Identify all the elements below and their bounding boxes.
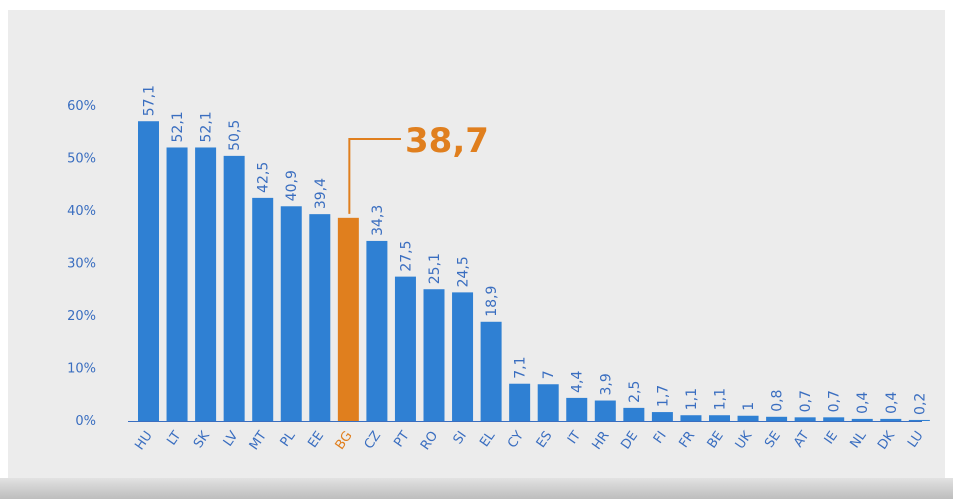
y-tick-label: 20% [67, 309, 96, 324]
value-label: 0,4 [855, 392, 871, 414]
bar-bg [337, 217, 359, 421]
bar-lv [223, 155, 245, 421]
x-tick-label: AT [791, 429, 812, 451]
bar-it [566, 397, 588, 421]
value-label: 24,5 [456, 256, 472, 287]
bar-ee [309, 214, 331, 421]
bar-mt [252, 197, 274, 421]
value-label: 2,5 [627, 381, 643, 403]
bar-uk [737, 415, 759, 421]
x-tick-label: PT [391, 429, 412, 451]
y-tick-label: 40% [67, 204, 96, 219]
bar-dk [880, 418, 902, 421]
value-label: 40,9 [284, 170, 300, 201]
x-tick-label: LU [905, 429, 927, 451]
bottom-shade [0, 478, 953, 499]
x-tick-label: BG [333, 429, 356, 453]
highlight-value-label: 38,7 [405, 121, 489, 161]
value-label: 39,4 [313, 178, 329, 209]
x-tick-label: HU [132, 429, 155, 453]
x-tick-label: CY [505, 429, 527, 451]
bar-be [709, 415, 730, 421]
x-tick-label: LT [164, 429, 184, 449]
bar-ie [823, 417, 845, 421]
y-tick-label: 60% [67, 99, 96, 114]
value-label: 0,7 [798, 390, 814, 412]
chart-panel [8, 10, 945, 478]
y-tick-label: 0% [75, 414, 96, 429]
bar-cz [366, 240, 388, 421]
highlight-callout-line [348, 138, 401, 214]
bar-sk [195, 147, 217, 421]
bar-cy [509, 383, 531, 421]
x-tick-label: SI [451, 429, 470, 448]
bar-hr [594, 400, 616, 421]
value-label: 50,5 [227, 120, 243, 151]
bar-lt [166, 147, 188, 421]
value-label: 34,3 [370, 205, 386, 236]
bar-pl [280, 206, 302, 421]
value-label: 0,7 [827, 390, 843, 412]
x-tick-label: IT [565, 429, 584, 447]
x-tick-label: DE [618, 429, 641, 453]
bar-de [623, 407, 645, 421]
y-tick-label: 50% [67, 152, 96, 167]
x-tick-label: UK [733, 428, 756, 452]
value-label: 4,4 [570, 371, 586, 393]
value-label: 25,1 [427, 253, 443, 284]
x-tick-label: BE [705, 429, 727, 452]
value-label: 27,5 [398, 240, 414, 271]
x-tick-label: LV [221, 429, 242, 450]
bar-si [452, 292, 474, 421]
x-tick-label: SE [762, 429, 784, 451]
x-tick-label: EE [305, 429, 327, 451]
x-tick-label: CZ [362, 429, 385, 452]
bar-at [794, 417, 816, 421]
y-tick-label: 10% [67, 362, 96, 377]
x-tick-label: PL [278, 428, 299, 450]
x-tick-label: HR [589, 429, 612, 453]
x-tick-label: ES [534, 429, 556, 451]
x-tick-label: FI [651, 429, 670, 447]
value-label: 18,9 [484, 286, 500, 317]
value-label: 0,2 [912, 393, 928, 415]
bar-es [537, 384, 559, 421]
x-tick-label: FR [676, 429, 698, 451]
x-tick-label: IE [822, 429, 841, 447]
bar-pt [394, 276, 416, 421]
bar-se [766, 416, 788, 421]
x-tick-label: RO [418, 429, 441, 453]
value-label: 1,1 [713, 388, 729, 410]
value-label: 52,1 [170, 111, 186, 142]
value-label: 52,1 [199, 111, 215, 142]
x-tick-label: NL [848, 428, 870, 451]
x-tick-label: SK [191, 428, 213, 451]
value-label: 3,9 [598, 373, 614, 395]
value-label: 1,1 [684, 388, 700, 410]
value-label: 1 [741, 402, 757, 411]
value-label: 1,7 [655, 385, 671, 407]
bar-ro [423, 289, 445, 421]
x-tick-label: EL [477, 428, 499, 450]
x-tick-label: MT [247, 429, 270, 453]
value-label: 0,8 [770, 390, 786, 412]
bar-nl [851, 418, 873, 421]
value-label: 7 [541, 370, 557, 379]
value-label: 42,5 [256, 162, 272, 193]
bar-hu [138, 121, 159, 421]
y-tick-label: 30% [67, 257, 96, 272]
bar-lu [908, 419, 930, 421]
bar-fi [651, 412, 673, 421]
bar-fr [680, 415, 702, 421]
value-label: 57,1 [142, 85, 158, 116]
value-label: 7,1 [513, 356, 529, 378]
bar-el [480, 321, 502, 421]
value-label: 0,4 [884, 392, 900, 414]
x-tick-label: DK [875, 428, 898, 452]
